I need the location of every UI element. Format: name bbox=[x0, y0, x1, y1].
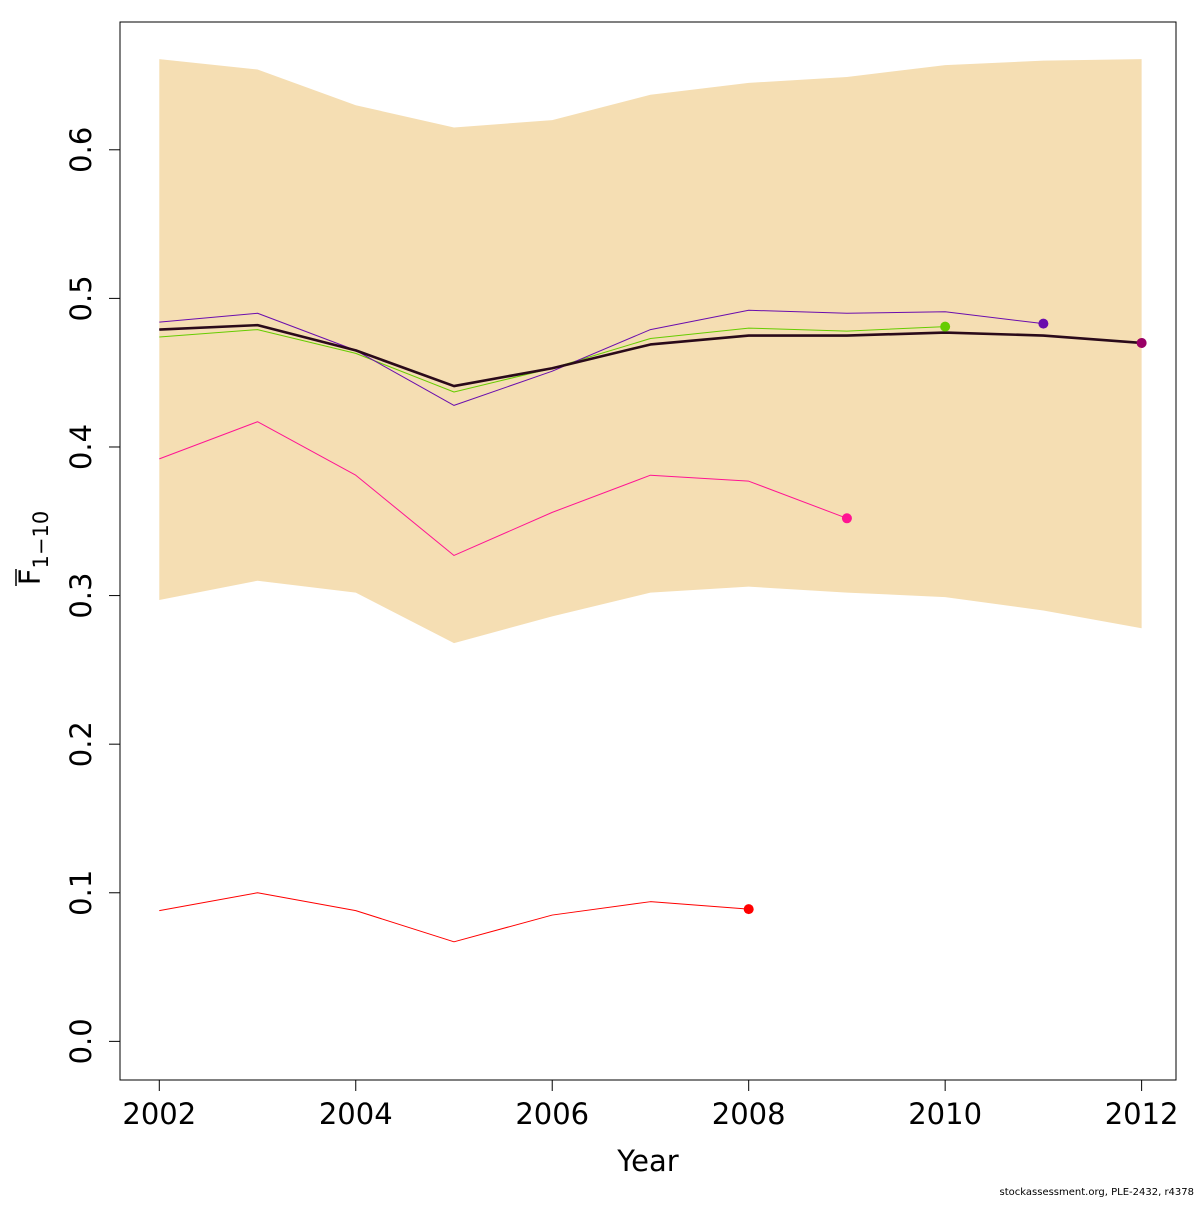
series-line-4 bbox=[159, 309, 1044, 406]
series-endpoint-1 bbox=[743, 904, 754, 915]
confidence-band-layer bbox=[159, 59, 1142, 644]
x-tick-label: 2008 bbox=[712, 1097, 786, 1131]
y-tick-label: 0.1 bbox=[64, 870, 98, 916]
x-axis-title: Year bbox=[616, 1144, 678, 1178]
x-tick-label: 2010 bbox=[908, 1097, 982, 1131]
y-tick-label: 0.2 bbox=[64, 721, 98, 767]
y-axis-title-subscript: 1−10 bbox=[29, 511, 53, 569]
series-endpoint-4 bbox=[1038, 318, 1049, 329]
x-tick-label: 2012 bbox=[1105, 1097, 1179, 1131]
y-tick-label: 0.4 bbox=[64, 424, 98, 470]
y-tick-label: 0.5 bbox=[64, 275, 98, 321]
x-tick-label: 2004 bbox=[319, 1097, 393, 1131]
y-tick-label: 0.6 bbox=[64, 127, 98, 173]
series-endpoint-2 bbox=[841, 513, 852, 524]
series-line-1 bbox=[159, 892, 749, 943]
y-axis-title: F1−10 bbox=[13, 511, 53, 586]
x-tick-label: 2006 bbox=[515, 1097, 589, 1131]
x-tick-label: 2002 bbox=[122, 1097, 196, 1131]
y-axis-title-main: F bbox=[13, 569, 47, 586]
y-tick-label: 0.3 bbox=[64, 573, 98, 619]
series-line-2 bbox=[159, 421, 848, 556]
y-axis: 0.0 0.1 0.2 0.3 0.4 0.5 0.6 bbox=[64, 127, 121, 1064]
x-axis: 2002 2004 2006 2008 2010 2012 bbox=[122, 1079, 1179, 1131]
y-tick-label: 0.0 bbox=[64, 1018, 98, 1064]
series-endpoint-3 bbox=[940, 321, 951, 332]
series-layer bbox=[159, 309, 1142, 943]
series-endpoint-5 bbox=[1136, 337, 1147, 348]
footer-note: stockassessment.org, PLE-2432, r4378 bbox=[999, 1187, 1194, 1198]
endpoint-layer bbox=[743, 318, 1147, 915]
series-line-final bbox=[159, 323, 1142, 388]
confidence-band bbox=[159, 59, 1142, 644]
svg-text:F1−10: F1−10 bbox=[13, 511, 53, 585]
